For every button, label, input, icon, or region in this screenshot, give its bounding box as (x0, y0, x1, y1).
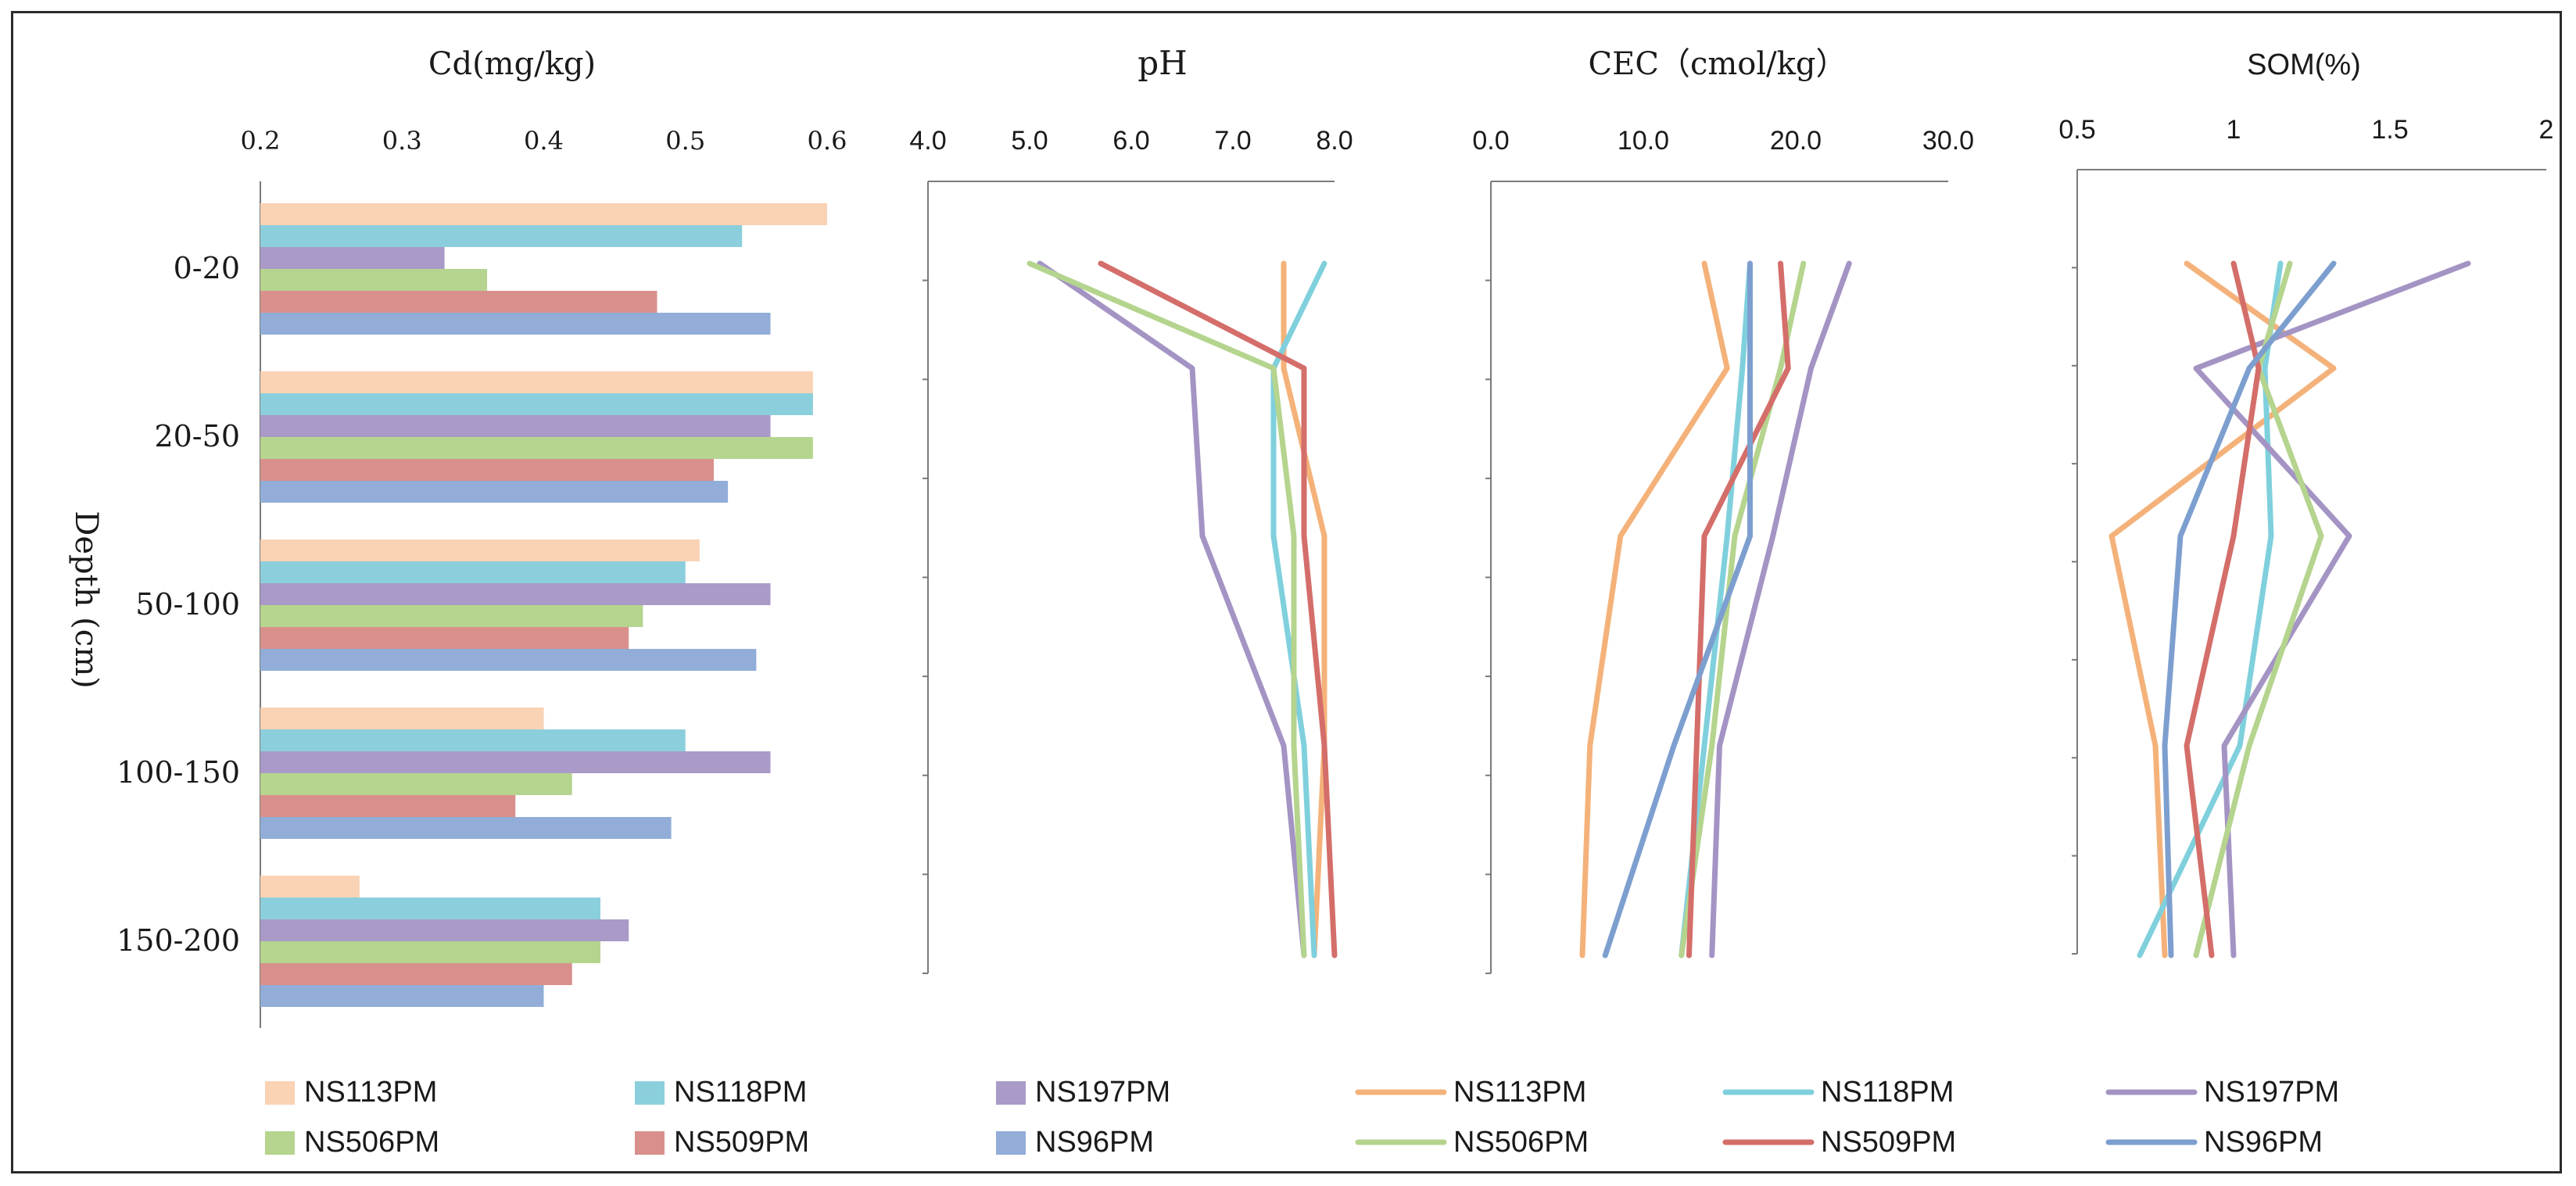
cd-bar-ns113pm-150-200 (260, 876, 360, 898)
ph-line-ns509pm (1098, 260, 1338, 958)
som-line-ns96pm (2162, 260, 2337, 958)
cd-bar-ns509pm-100-150 (260, 795, 516, 817)
legend-line-label: NS197PM (2204, 1076, 2339, 1109)
cec-x-tick-label: 20.0 (1770, 126, 1822, 156)
ph-line-ns506pm (1026, 260, 1307, 958)
cd-bar-ns113pm-0-20 (260, 203, 827, 225)
cd-x-tick-label: 0.6 (808, 126, 847, 156)
cd-x-tick-label: 0.3 (382, 126, 422, 156)
legend-bar-label: NS96PM (1035, 1126, 1154, 1159)
legend-bar-swatch (996, 1081, 1026, 1105)
cd-bar-ns506pm-20-50 (260, 437, 813, 459)
legend-bar-label: NS506PM (304, 1126, 439, 1159)
figure-frame: Cd(mg/kg) 0.2 0.3 0.4 0.5 0.6 Depth (cm) 0-20 20… (11, 11, 2562, 1173)
som-line-ns197pm (2193, 260, 2471, 958)
cd-bar-ns506pm-50-100 (260, 605, 643, 627)
legend-bar-label: NS118PM (674, 1076, 807, 1109)
cec-line-ns197pm (1709, 260, 1852, 958)
legend-line-label: NS509PM (1821, 1126, 1956, 1159)
ph-x-tick-label: 6.0 (1112, 126, 1149, 156)
cec-line-ns96pm (1602, 260, 1753, 958)
legend-bar-label: NS509PM (674, 1126, 809, 1159)
legend-bar-swatch (265, 1081, 295, 1105)
cd-bar-ns96pm-0-20 (260, 313, 771, 335)
cd-category-label: 20-50 (154, 419, 240, 453)
som-line-ns509pm (2184, 260, 2262, 958)
som-line-ns506pm (2193, 260, 2324, 958)
cd-bar-ns118pm-50-100 (260, 561, 686, 583)
cd-x-tick-label: 0.5 (665, 126, 705, 156)
legend-bar-label: NS113PM (304, 1076, 437, 1109)
legend-line-label: NS118PM (1821, 1076, 1954, 1109)
cec-chart-title: CEC（cmol/kg） (1589, 46, 1847, 82)
ph-x-tick-label: 4.0 (909, 126, 946, 156)
cd-category-label: 100-150 (116, 755, 240, 790)
ph-x-tick-label: 7.0 (1214, 126, 1251, 156)
cd-bar-ns509pm-50-100 (260, 627, 629, 649)
cd-bar-ns96pm-100-150 (260, 817, 672, 839)
cd-bar-ns96pm-150-200 (260, 985, 544, 1007)
cd-y-axis-label: Depth (cm) (68, 511, 104, 688)
cd-bar-ns113pm-50-100 (260, 539, 700, 561)
ph-x-tick-label: 5.0 (1011, 126, 1048, 156)
cd-x-tick-label: 0.4 (524, 126, 564, 156)
cd-bar-ns197pm-150-200 (260, 919, 629, 941)
cd-category-label: 0-20 (174, 251, 240, 285)
ph-line-ns113pm (1281, 260, 1327, 958)
som-x-tick-label: 1 (2227, 115, 2241, 145)
cec-x-tick-label: 30.0 (1922, 126, 1974, 156)
cd-bar-ns506pm-0-20 (260, 269, 487, 291)
cec-x-tick-label: 0.0 (1472, 126, 1509, 156)
legend-bar-swatch (996, 1131, 1026, 1155)
cd-bar-ns197pm-20-50 (260, 415, 771, 437)
cec-x-tick-label: 10.0 (1618, 126, 1669, 156)
cd-bar-ns506pm-150-200 (260, 941, 600, 963)
cec-line-ns509pm (1686, 260, 1791, 958)
ph-line-ns197pm (1037, 260, 1307, 958)
som-x-tick-label: 0.5 (2058, 115, 2095, 145)
cd-bar-ns118pm-20-50 (260, 393, 813, 415)
cd-bar-ns509pm-20-50 (260, 459, 714, 481)
cd-bar-ns197pm-0-20 (260, 247, 445, 269)
cd-bar-ns118pm-100-150 (260, 729, 686, 751)
cd-category-label: 150-200 (116, 923, 240, 958)
legend-line-label: NS113PM (1453, 1076, 1586, 1109)
cd-bar-ns197pm-50-100 (260, 583, 771, 605)
legend-bar-swatch (635, 1081, 665, 1105)
cd-bar-ns118pm-0-20 (260, 225, 743, 247)
legend-line-label: NS96PM (2204, 1126, 2323, 1159)
cd-bar-ns96pm-50-100 (260, 649, 757, 671)
cd-bar-ns118pm-150-200 (260, 898, 600, 919)
legend-line-label: NS506PM (1453, 1126, 1589, 1159)
legend-bar-label: NS197PM (1035, 1076, 1170, 1109)
cd-bar-ns197pm-100-150 (260, 751, 771, 773)
som-x-tick-label: 2 (2539, 115, 2554, 145)
cd-x-tick-label: 0.2 (241, 126, 281, 156)
cd-bar-ns509pm-0-20 (260, 291, 657, 313)
cec-line-ns113pm (1579, 260, 1730, 958)
cd-bar-ns96pm-20-50 (260, 481, 729, 503)
som-chart-title: SOM(%) (2247, 48, 2361, 81)
legend-bar-swatch (265, 1131, 295, 1155)
cd-chart-title: Cd(mg/kg) (428, 46, 596, 82)
legend-bar-swatch (635, 1131, 665, 1155)
ph-chart-title: pH (1138, 44, 1188, 82)
cd-bar-ns113pm-100-150 (260, 708, 544, 729)
cd-bar-ns506pm-100-150 (260, 773, 572, 795)
ph-x-tick-label: 8.0 (1316, 126, 1352, 156)
som-x-tick-label: 1.5 (2371, 115, 2408, 145)
cd-bar-ns509pm-150-200 (260, 963, 572, 985)
ph-line-ns118pm (1270, 260, 1327, 958)
cd-bar-ns113pm-20-50 (260, 371, 813, 393)
cd-category-label: 50-100 (135, 587, 240, 622)
